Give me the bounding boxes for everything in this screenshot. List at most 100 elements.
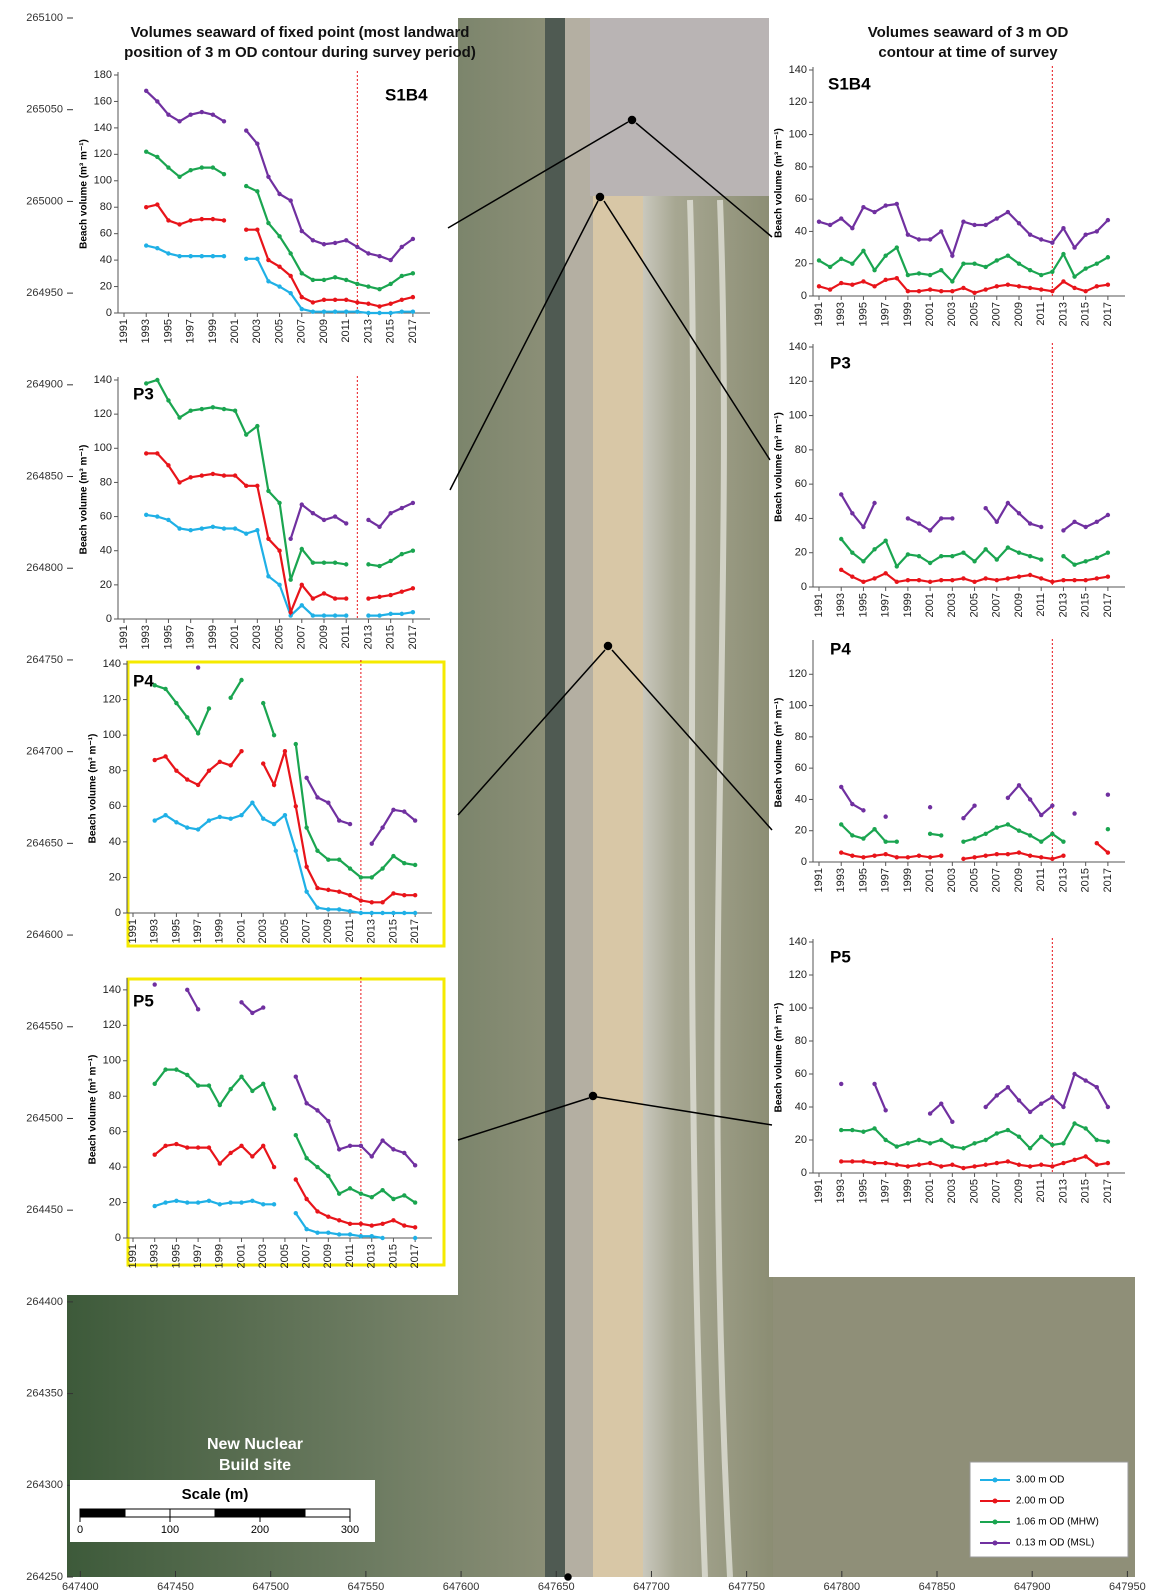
data-point: [304, 1196, 309, 1202]
data-point: [872, 1160, 877, 1166]
y-tick-label: 100: [789, 1002, 807, 1014]
data-point: [163, 754, 168, 759]
data-point: [369, 1234, 374, 1239]
data-point: [250, 800, 255, 805]
data-point: [166, 218, 171, 223]
data-point: [221, 253, 227, 259]
x-tick-label: 2011: [344, 1244, 356, 1268]
data-point: [358, 1221, 364, 1227]
data-point: [344, 596, 349, 601]
data-point: [850, 574, 855, 579]
data-point: [916, 853, 922, 858]
x-tick-label: 2007: [296, 625, 308, 649]
y-tick-label: 20: [100, 579, 112, 591]
y-axis-label: Beach volume (m³ m⁻¹): [774, 698, 785, 808]
data-point: [144, 243, 149, 248]
data-point: [347, 1186, 353, 1191]
x-tick-label: 1993: [835, 302, 847, 326]
data-point: [1083, 266, 1088, 271]
data-point: [1005, 822, 1011, 827]
y-tick-label: 20: [109, 1196, 121, 1208]
data-point: [994, 216, 999, 221]
data-point: [288, 577, 293, 582]
data-point: [221, 406, 227, 412]
data-point: [861, 1129, 866, 1134]
data-point: [304, 864, 309, 869]
data-point: [412, 862, 418, 868]
data-point: [994, 1131, 999, 1136]
data-point: [239, 1000, 244, 1005]
x-tick-label: 1997: [880, 1179, 892, 1203]
data-point: [336, 1191, 342, 1196]
data-point: [277, 234, 282, 239]
data-point: [1072, 274, 1077, 279]
data-point: [321, 517, 327, 523]
data-point: [816, 258, 822, 263]
data-point: [163, 1200, 168, 1205]
data-point: [380, 910, 385, 916]
data-point: [1105, 792, 1111, 797]
data-point: [315, 905, 320, 910]
data-point: [163, 686, 168, 692]
data-point: [391, 807, 396, 813]
data-point: [310, 560, 316, 565]
data-point: [174, 1198, 179, 1203]
line-chart: 0 20 40 60 80 100 120 140 1991 1993 1995 1997 1999 20…: [774, 64, 1125, 326]
data-point: [347, 893, 353, 898]
x-tick-label: 1993: [835, 868, 847, 892]
data-point: [366, 251, 371, 256]
x-tick-label: 1999: [902, 302, 914, 326]
data-point: [255, 141, 260, 146]
data-point: [399, 297, 404, 302]
data-point: [188, 168, 193, 173]
map-y-tick-label: 264750: [26, 654, 63, 666]
data-point: [304, 1156, 309, 1161]
x-tick-label: 1993: [149, 1244, 161, 1268]
data-point: [177, 174, 182, 180]
data-point: [894, 855, 899, 860]
data-point: [326, 1118, 331, 1124]
map-y-tick-label: 264400: [26, 1296, 63, 1308]
data-point: [271, 732, 277, 738]
line-chart: 0 20 40 60 80 100 120 140 160 180 1991 1993 1995 1997…: [79, 69, 430, 343]
data-point: [344, 562, 349, 567]
y-tick-label: 80: [795, 444, 807, 456]
y-tick-label: 80: [100, 476, 112, 488]
data-point: [332, 560, 338, 565]
data-point: [199, 253, 204, 259]
data-point: [188, 253, 193, 259]
x-tick-label: 1995: [857, 593, 869, 617]
data-point: [983, 547, 988, 552]
data-point: [336, 907, 342, 912]
data-point: [402, 1223, 407, 1228]
scale-segment: [169, 1508, 216, 1518]
data-point: [377, 563, 382, 569]
data-point: [1105, 1104, 1111, 1110]
data-point: [391, 1218, 396, 1223]
y-tick-label: 40: [795, 1101, 807, 1113]
y-tick-label: 60: [795, 193, 807, 205]
data-point: [239, 748, 244, 754]
data-point: [391, 910, 396, 916]
data-point: [905, 272, 911, 278]
x-tick-label: 1991: [118, 625, 130, 649]
y-tick-label: 40: [100, 254, 112, 266]
data-point: [188, 112, 193, 117]
series-line: [840, 842, 1109, 861]
data-point: [288, 273, 293, 279]
data-point: [391, 1196, 396, 1202]
data-point: [293, 1177, 298, 1182]
data-point: [961, 856, 966, 862]
y-tick-label: 100: [94, 442, 112, 454]
data-point: [232, 473, 238, 478]
panel-label: S1B4: [828, 74, 871, 93]
data-point: [972, 290, 977, 295]
data-point: [994, 557, 999, 562]
data-point: [1050, 240, 1055, 245]
data-point: [950, 516, 955, 521]
x-tick-label: 2005: [968, 868, 980, 892]
data-point: [894, 1162, 899, 1167]
map-x-tick-label: 647900: [1014, 1581, 1051, 1593]
x-tick-label: 1995: [857, 868, 869, 892]
data-point: [983, 853, 988, 858]
